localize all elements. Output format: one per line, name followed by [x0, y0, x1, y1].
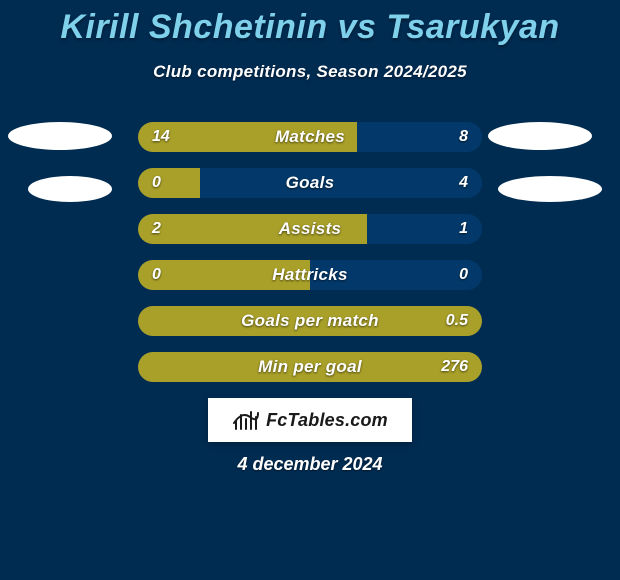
stat-label: Goals — [138, 168, 482, 198]
stat-row: 04Goals — [138, 168, 482, 198]
subtitle: Club competitions, Season 2024/2025 — [0, 62, 620, 82]
page-title: Kirill Shchetinin vs Tsarukyan — [0, 10, 620, 44]
stat-label: Hattricks — [138, 260, 482, 290]
stat-label: Min per goal — [138, 352, 482, 382]
stat-label: Goals per match — [138, 306, 482, 336]
comparison-infographic: Kirill Shchetinin vs Tsarukyan Club comp… — [0, 0, 620, 580]
stat-label: Assists — [138, 214, 482, 244]
brand-logo-icon — [232, 409, 260, 431]
brand-badge: FcTables.com — [208, 398, 412, 442]
player-photo-placeholder — [488, 122, 592, 150]
stats-bars: 148Matches 04Goals 21Assists 00Hattricks 0.5… — [138, 122, 482, 398]
stat-row: 0.5Goals per match — [138, 306, 482, 336]
player-photo-placeholder — [28, 176, 112, 202]
date-label: 4 december 2024 — [0, 454, 620, 475]
stat-row: 148Matches — [138, 122, 482, 152]
stat-label: Matches — [138, 122, 482, 152]
stat-row: 21Assists — [138, 214, 482, 244]
player-photo-placeholder — [498, 176, 602, 202]
stat-row: 276Min per goal — [138, 352, 482, 382]
brand-text: FcTables.com — [266, 410, 388, 431]
player-photo-placeholder — [8, 122, 112, 150]
stat-row: 00Hattricks — [138, 260, 482, 290]
